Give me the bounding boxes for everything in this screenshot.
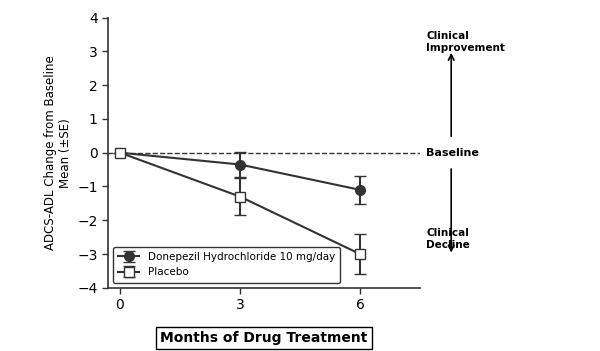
Y-axis label: ADCS-ADL Change from Baseline
Mean (±SE): ADCS-ADL Change from Baseline Mean (±SE) bbox=[44, 55, 71, 250]
Legend: Donepezil Hydrochloride 10 mg/day, Placebo: Donepezil Hydrochloride 10 mg/day, Place… bbox=[113, 247, 340, 283]
Text: Clinical
Decline: Clinical Decline bbox=[426, 229, 470, 250]
Text: Months of Drug Treatment: Months of Drug Treatment bbox=[160, 331, 368, 345]
Text: Baseline: Baseline bbox=[426, 148, 479, 158]
Text: Clinical
Improvement: Clinical Improvement bbox=[426, 31, 505, 53]
